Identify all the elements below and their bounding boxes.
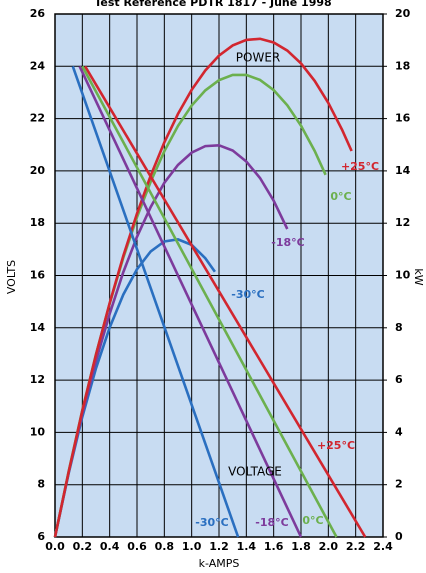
y-tick-label: 10 bbox=[30, 425, 46, 438]
y2-tick-label: 10 bbox=[395, 269, 411, 282]
y2-tick-label: 2 bbox=[395, 478, 403, 491]
x-tick-label: 2.4 bbox=[373, 540, 393, 553]
annotation: VOLTAGE bbox=[228, 465, 282, 479]
x-tick-label: 2.0 bbox=[319, 540, 339, 553]
x-tick-label: 1.6 bbox=[264, 540, 284, 553]
series-line bbox=[81, 65, 338, 538]
y2-tick-label: 18 bbox=[395, 59, 410, 72]
series-label: 0°C bbox=[330, 190, 351, 203]
y2-tick-label: 14 bbox=[395, 164, 411, 177]
x-tick-label: 1.8 bbox=[291, 540, 311, 553]
y-tick-label: 18 bbox=[30, 216, 45, 229]
plot-frame bbox=[54, 13, 384, 538]
x-tick-label: 1.0 bbox=[182, 540, 202, 553]
y2-tick-label: 0 bbox=[395, 530, 403, 543]
y-tick-label: 8 bbox=[37, 478, 45, 491]
x-tick-label: 0.0 bbox=[45, 540, 65, 553]
y2-tick-label: 8 bbox=[395, 321, 403, 334]
y-tick-label: 6 bbox=[37, 530, 45, 543]
series-line bbox=[78, 65, 303, 538]
y-tick-label: 22 bbox=[30, 112, 45, 125]
x-tick-label: 0.8 bbox=[155, 540, 175, 553]
y2-axis-label: kW bbox=[412, 268, 425, 285]
y-axis-label: VOLTS bbox=[5, 260, 18, 294]
x-tick-label: 1.2 bbox=[209, 540, 229, 553]
x-tick-label: 0.4 bbox=[100, 540, 120, 553]
x-tick-label: 2.2 bbox=[346, 540, 366, 553]
series-line bbox=[53, 143, 289, 538]
y2-tick-label: 6 bbox=[395, 373, 403, 386]
series-label: -18°C bbox=[271, 236, 304, 249]
y2-tick-label: 12 bbox=[395, 216, 410, 229]
y-tick-label: 24 bbox=[30, 59, 46, 72]
series-label: +25°C bbox=[341, 160, 379, 173]
series-label: +25°C bbox=[317, 439, 355, 452]
x-tick-label: 0.6 bbox=[127, 540, 147, 553]
x-tick-label: 0.2 bbox=[73, 540, 93, 553]
x-axis-label: k-AMPS bbox=[199, 557, 240, 570]
x-tick-label: 1.4 bbox=[237, 540, 257, 553]
y-tick-label: 26 bbox=[30, 7, 46, 20]
series-line bbox=[71, 65, 240, 538]
y-tick-label: 12 bbox=[30, 373, 45, 386]
series-label: -18°C bbox=[255, 516, 288, 529]
y-tick-label: 20 bbox=[30, 164, 46, 177]
series-label: -30°C bbox=[195, 516, 228, 529]
y2-tick-label: 16 bbox=[395, 112, 411, 125]
series-label: 0°C bbox=[302, 514, 323, 527]
y-tick-label: 16 bbox=[30, 269, 46, 282]
series-label: -30°C bbox=[231, 288, 264, 301]
chart-title: Test Reference PDTR 1817 - June 1998 bbox=[94, 0, 331, 9]
y2-tick-label: 4 bbox=[395, 425, 403, 438]
series-line bbox=[53, 37, 353, 538]
series-line bbox=[83, 65, 367, 538]
annotation: POWER bbox=[236, 51, 280, 65]
y-tick-label: 14 bbox=[30, 321, 46, 334]
y2-tick-label: 20 bbox=[395, 7, 411, 20]
